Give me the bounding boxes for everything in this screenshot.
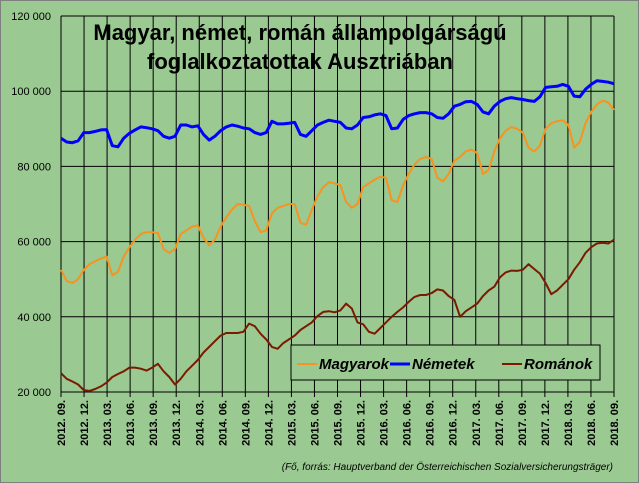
x-tick-label: 2018. 06. — [586, 400, 598, 446]
x-tick-label: 2014. 12. — [263, 400, 275, 446]
x-tick-label: 2017. 09. — [517, 400, 529, 446]
chart-title-line2: foglalkoztatottak Ausztriában — [147, 49, 453, 74]
x-tick-label: 2016. 09. — [425, 400, 437, 446]
y-tick-label: 80 000 — [17, 161, 51, 173]
x-tick-label: 2013. 09. — [148, 400, 160, 446]
x-tick-label: 2017. 03. — [471, 400, 483, 446]
y-tick-label: 20 000 — [17, 387, 51, 399]
x-tick-label: 2016. 12. — [448, 400, 460, 446]
x-axis-ticks: 2012. 09. 2012. 12. 2013. 03. 2013. 06. 2013… — [56, 400, 621, 446]
gridlines — [60, 15, 615, 397]
x-tick-label: 2017. 12. — [540, 400, 552, 446]
series-line-románok — [60, 238, 615, 392]
x-tick-label: 2015. 06. — [309, 400, 321, 446]
x-tick-label: 2018. 03. — [563, 400, 575, 446]
x-tick-label: 2015. 09. — [333, 400, 345, 446]
legend-label: Románok — [524, 356, 593, 373]
series-line-magyarok — [60, 99, 615, 284]
chart-title: Magyar, német, román állampolgárságú — [93, 20, 506, 45]
y-axis-ticks: 20 000 40 000 60 000 80 000 100 000 120 000 — [11, 11, 51, 399]
x-tick-label: 2015. 03. — [286, 400, 298, 446]
x-tick-label: 2016. 06. — [402, 400, 414, 446]
y-tick-label: 100 000 — [11, 86, 51, 98]
legend-items: Magyarok Németek Románok — [297, 356, 593, 373]
y-tick-label: 60 000 — [17, 237, 51, 249]
legend-box — [290, 344, 601, 381]
source-note: (Fő, forrás: Hauptverband der Österreich… — [282, 461, 613, 473]
y-tick-label: 40 000 — [17, 312, 51, 324]
series-line-németek — [60, 79, 615, 149]
x-tick-label: 2018. 09. — [609, 400, 621, 446]
x-tick-label: 2012. 09. — [56, 400, 68, 446]
x-tick-label: 2014. 09. — [240, 400, 252, 446]
x-tick-label: 2013. 03. — [102, 400, 114, 446]
series-lines — [60, 79, 615, 392]
legend-label: Németek — [412, 356, 475, 373]
x-tick-label: 2012. 12. — [79, 400, 91, 446]
x-tick-label: 2013. 12. — [171, 400, 183, 446]
x-tick-label: 2017. 06. — [494, 400, 506, 446]
x-tick-label: 2015. 12. — [356, 400, 368, 446]
y-tick-label: 120 000 — [11, 11, 51, 23]
legend-label: Magyarok — [319, 356, 390, 373]
x-tick-label: 2016. 03. — [379, 400, 391, 446]
x-tick-label: 2014. 06. — [217, 400, 229, 446]
x-tick-label: 2014. 03. — [194, 400, 206, 446]
legend: Magyarok Németek Románok — [290, 344, 601, 381]
x-tick-label: 2013. 06. — [125, 400, 137, 446]
